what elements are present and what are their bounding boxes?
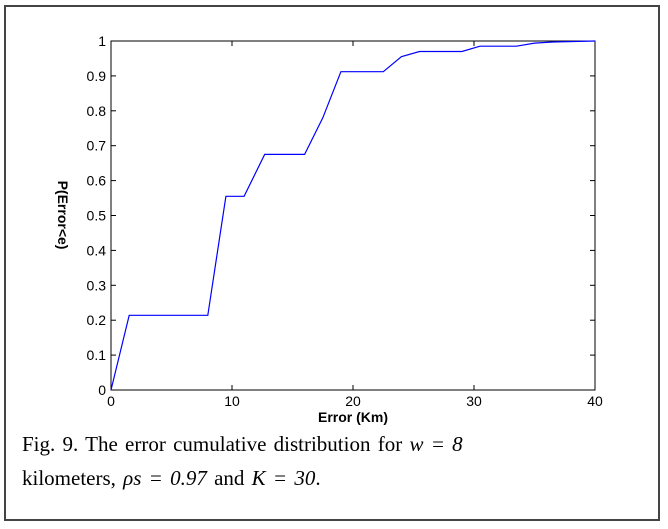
y-tick-label: 0.1: [87, 347, 107, 363]
y-tick-label: 0.2: [87, 312, 107, 328]
y-tick-label: 0.8: [87, 103, 107, 119]
caption-line-1: Fig. 9. The error cumulative distributio…: [22, 427, 642, 461]
y-tick-label: 0: [98, 382, 106, 398]
y-tick-label: 0.6: [87, 173, 107, 189]
x-tick-label: 0: [107, 393, 115, 409]
caption-period: .: [315, 466, 321, 490]
tick-labels: 0 10 20 30 40 0 0.1 0.2 0.3 0.4 0.5 0.6 0.7 0.8 0.9 1: [87, 33, 603, 409]
x-axis-title: Error (Km): [318, 409, 388, 425]
w-expression: w = 8: [409, 432, 463, 456]
caption-text-1: Fig. 9. The error cumulative distributio…: [22, 432, 403, 456]
caption-text-2: kilometers,: [22, 466, 116, 490]
y-tick-label: 0.9: [87, 68, 107, 84]
x-tick-label: 20: [345, 393, 361, 409]
y-axis-title: P(Error<e): [55, 181, 71, 250]
x-tick-label: 10: [224, 393, 240, 409]
series-line-error-cdf: [110, 40, 596, 391]
figure-caption: Fig. 9. The error cumulative distributio…: [22, 427, 642, 495]
rho-expression: ρs = 0.97: [123, 466, 207, 490]
y-tick-label: 0.7: [87, 138, 107, 154]
axis-ticks: [110, 40, 596, 391]
y-tick-label: 1: [98, 33, 106, 49]
caption-and: and: [214, 466, 245, 490]
x-tick-label: 40: [587, 393, 603, 409]
caption-line-2: kilometers, ρs = 0.97 and K = 30.: [22, 461, 642, 495]
y-tick-label: 0.3: [87, 277, 107, 293]
x-tick-label: 30: [466, 393, 482, 409]
cdf-chart: 0 10 20 30 40 0 0.1 0.2 0.3 0.4 0.5 0.6 0.7 0.8 0.9 1 E…: [55, 33, 603, 425]
k-expression: K = 30: [251, 466, 316, 490]
plot-area: [110, 40, 596, 391]
y-tick-label: 0.4: [87, 242, 107, 258]
y-tick-label: 0.5: [87, 208, 107, 224]
